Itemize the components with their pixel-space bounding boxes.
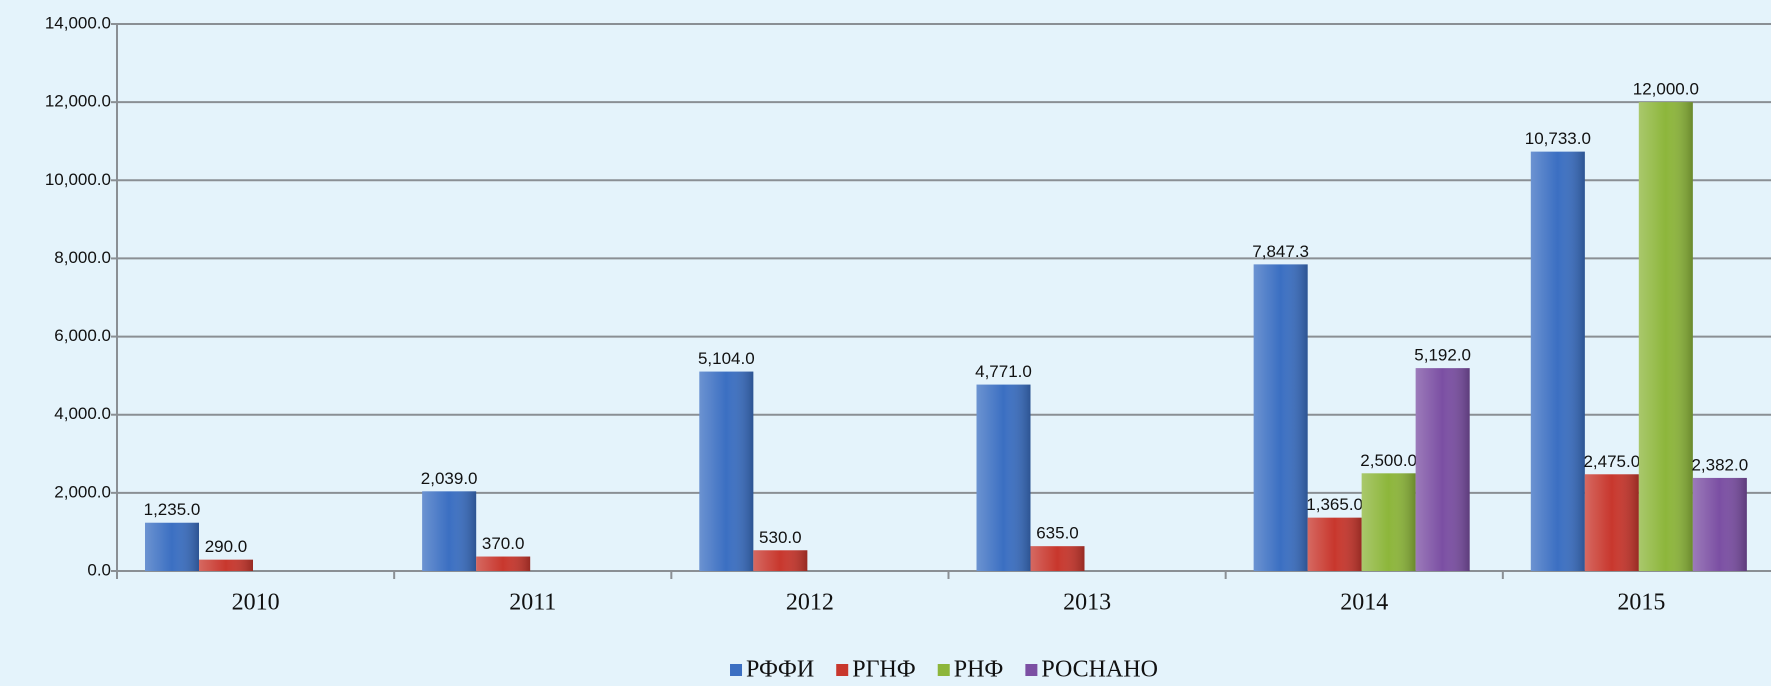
bar-shade — [476, 556, 531, 571]
bar-shade — [1692, 477, 1747, 571]
bar-shade — [1030, 546, 1085, 571]
bar-shade — [699, 371, 754, 571]
legend-swatch — [1025, 664, 1038, 676]
data-label: 290.0 — [205, 537, 248, 556]
y-tick-label: 8,000.0 — [54, 248, 111, 267]
data-label: 2,475.0 — [1583, 452, 1640, 471]
bar-shade — [199, 559, 253, 571]
legend-label: РФФИ — [746, 657, 814, 683]
x-tick-label: 2014 — [1340, 590, 1388, 616]
legend-swatch — [730, 664, 743, 676]
y-tick-label: 2,000.0 — [54, 482, 111, 501]
data-label: 2,039.0 — [421, 469, 478, 488]
x-tick-label: 2012 — [786, 590, 834, 616]
data-label: 1,235.0 — [144, 500, 201, 519]
x-tick-label: 2013 — [1063, 590, 1111, 616]
data-label: 2,382.0 — [1691, 455, 1748, 474]
y-tick-label: 10,000.0 — [45, 170, 111, 189]
y-tick-label: 14,000.0 — [45, 13, 111, 32]
data-label: 1,365.0 — [1306, 495, 1363, 514]
data-label: 7,847.3 — [1252, 242, 1309, 261]
data-label: 10,733.0 — [1525, 129, 1591, 148]
data-label: 5,104.0 — [698, 349, 755, 368]
data-label: 530.0 — [759, 528, 802, 547]
bar-shade — [422, 491, 477, 571]
bar-shade — [1415, 368, 1470, 571]
legend-swatch — [937, 664, 950, 676]
data-label: 370.0 — [482, 534, 525, 553]
legend-label: РГНФ — [852, 657, 916, 683]
legend-label: РНФ — [954, 657, 1004, 683]
y-tick-label: 4,000.0 — [54, 404, 111, 423]
data-label: 12,000.0 — [1633, 80, 1699, 99]
bar-shade — [1584, 474, 1639, 571]
bar-shade — [1361, 473, 1416, 571]
data-label: 635.0 — [1036, 524, 1079, 543]
bar-shade — [1638, 102, 1693, 572]
x-tick-label: 2010 — [232, 590, 280, 616]
data-label: 4,771.0 — [975, 362, 1032, 381]
y-tick-label: 6,000.0 — [54, 326, 111, 345]
bar-shade — [1530, 151, 1585, 571]
bar-shade — [976, 384, 1031, 571]
x-tick-label: 2011 — [509, 590, 556, 616]
x-tick-label: 2015 — [1617, 590, 1665, 616]
bar-shade — [1307, 517, 1362, 571]
bar-shade — [1253, 264, 1308, 571]
legend-swatch — [836, 664, 849, 676]
y-tick-label: 12,000.0 — [45, 92, 111, 111]
bar-shade — [145, 522, 199, 571]
legend-label: РОСНАНО — [1041, 657, 1158, 683]
bar-shade — [753, 550, 808, 571]
y-tick-label: 0.0 — [87, 560, 111, 579]
data-label: 5,192.0 — [1414, 346, 1471, 365]
data-label: 2,500.0 — [1360, 451, 1417, 470]
